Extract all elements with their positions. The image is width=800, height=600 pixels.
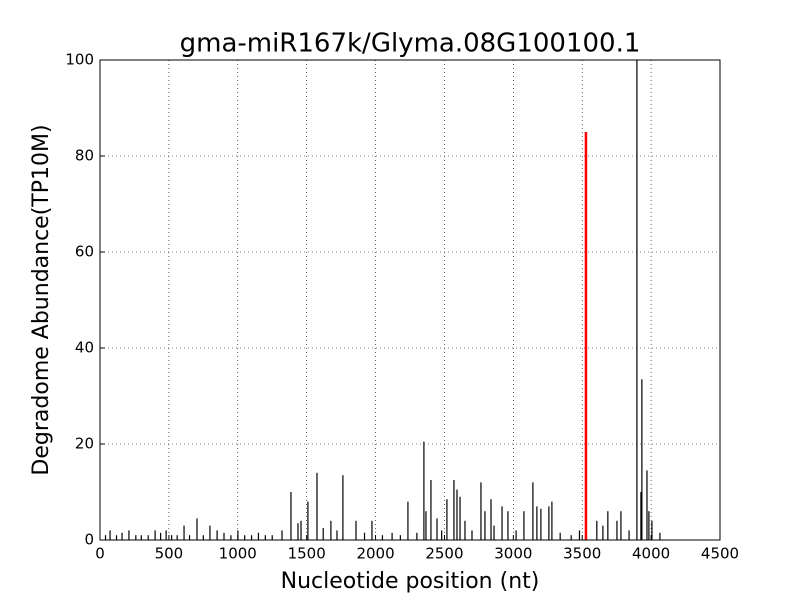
- x-tick-label: 2500: [425, 545, 463, 563]
- x-tick-label: 4500: [701, 545, 739, 563]
- y-tick-label: 80: [75, 147, 94, 165]
- x-tick-label: 3500: [563, 545, 601, 563]
- x-tick-label: 500: [155, 545, 184, 563]
- y-axis-label: Degradome Abundance(TP10M): [29, 124, 54, 475]
- y-tick-label: 60: [75, 243, 94, 261]
- plot-frame: [99, 59, 721, 541]
- x-axis-label: Nucleotide position (nt): [281, 569, 540, 594]
- y-tick-label: 40: [75, 339, 94, 357]
- x-tick-label: 1000: [219, 545, 257, 563]
- y-tick-label: 20: [75, 435, 94, 453]
- y-tick-label: 100: [65, 51, 94, 69]
- x-tick-label: 4000: [632, 545, 670, 563]
- x-tick-label: 3000: [494, 545, 532, 563]
- x-tick-label: 0: [95, 545, 105, 563]
- chart-title: gma-miR167k/Glyma.08G100100.1: [180, 29, 641, 59]
- y-tick-label: 0: [84, 531, 94, 549]
- x-tick-label: 1500: [288, 545, 326, 563]
- x-tick-label: 2000: [356, 545, 394, 563]
